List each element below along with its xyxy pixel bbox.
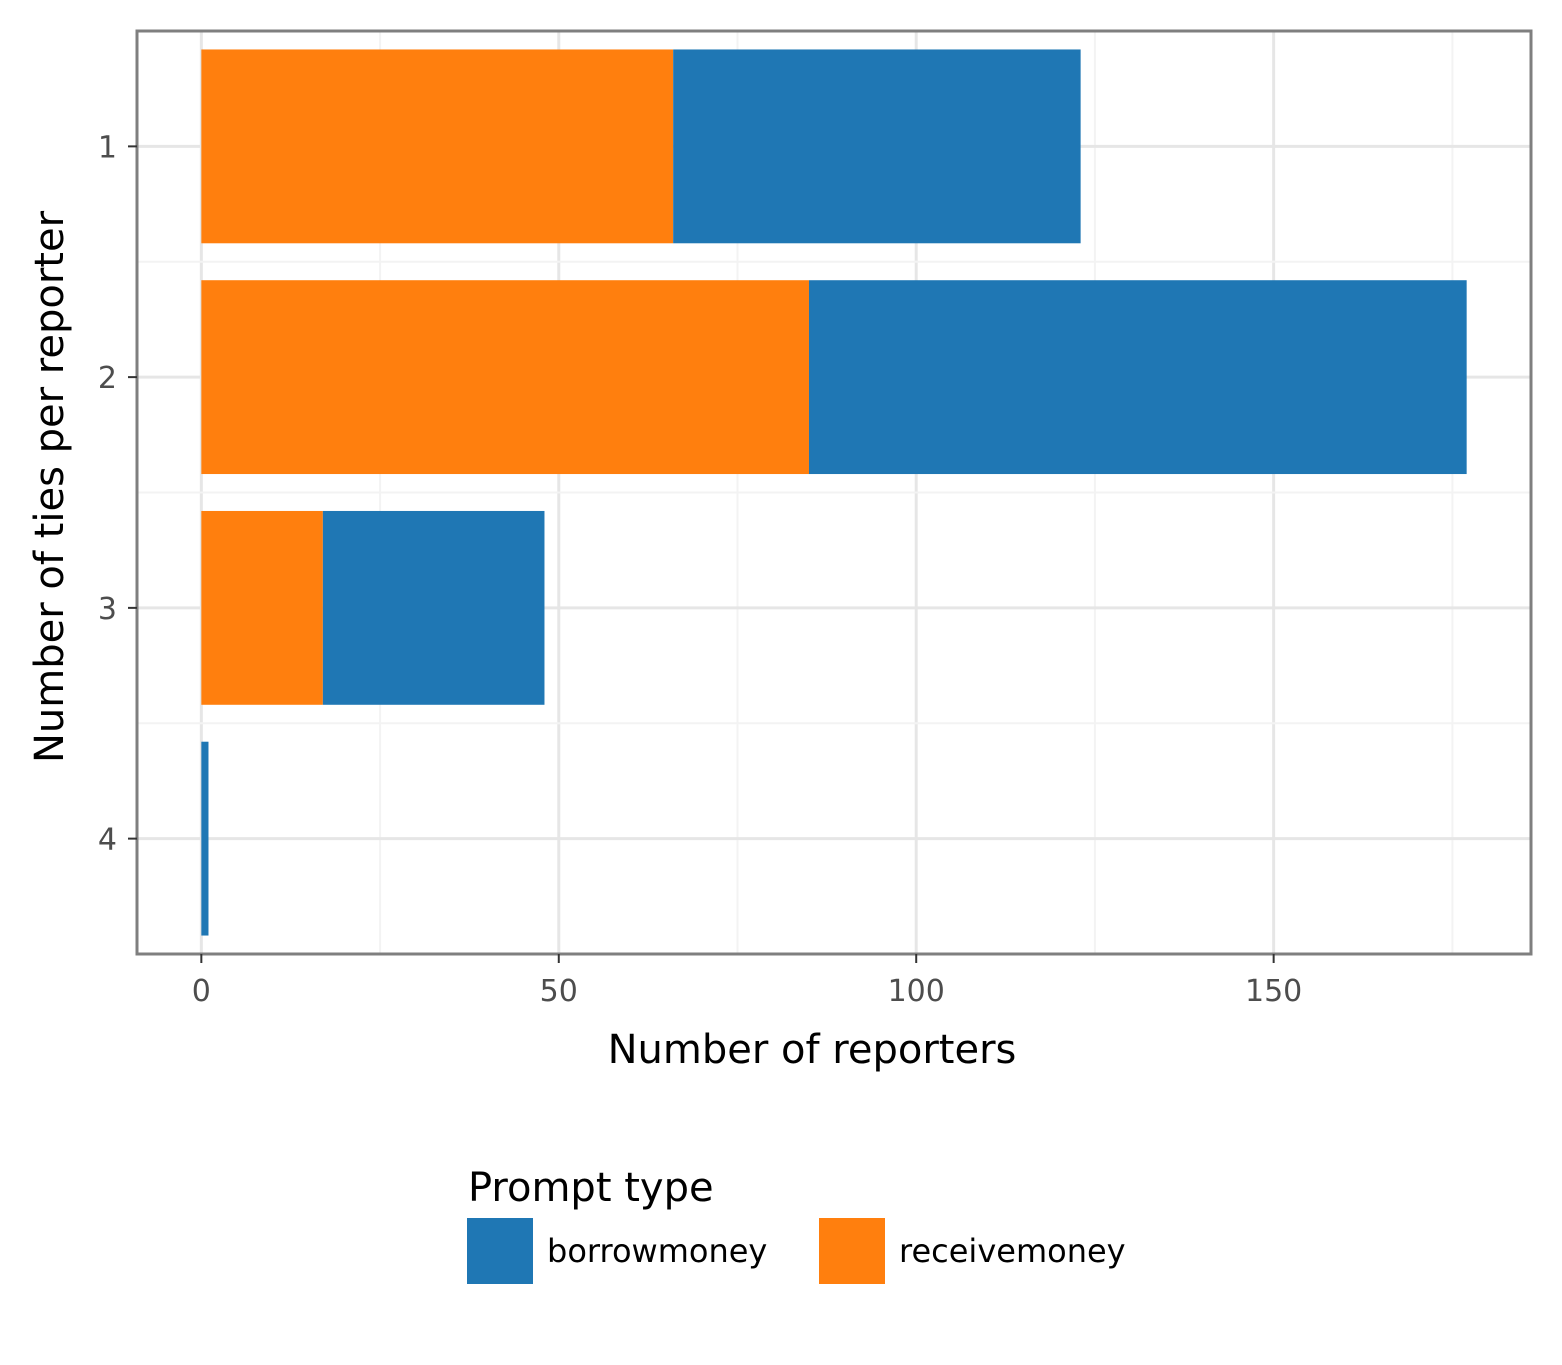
legend-label-borrowmoney: borrowmoney [547,1232,767,1270]
bar-borrowmoney-4 [201,741,209,936]
bar-borrowmoney-1 [673,49,1081,244]
y-tick-label: 4 [98,823,117,858]
x-tick-label: 100 [888,974,945,1009]
bar-borrowmoney-3 [322,510,545,705]
bars [201,49,1467,936]
bar-borrowmoney-2 [808,280,1467,475]
legend-title: Prompt type [468,1165,714,1211]
y-tick-label: 3 [98,592,117,627]
legend-label-receivemoney: receivemoney [899,1232,1126,1270]
y-tick-label: 1 [98,130,117,165]
y-axis-ticks: 1 2 3 4 [98,130,137,858]
x-tick-label: 50 [540,974,578,1009]
legend-swatch-receivemoney [819,1218,885,1284]
bar-receivemoney-1 [201,49,674,244]
x-tick-label: 0 [192,974,211,1009]
x-axis-title: Number of reporters [608,1027,1017,1073]
legend: Prompt type borrowmoney receivemoney [467,1165,1126,1284]
y-tick-label: 2 [98,361,117,396]
x-tick-label: 150 [1245,974,1302,1009]
bar-receivemoney-3 [201,510,323,705]
plot-border [135,29,1533,956]
x-axis-ticks: 0 50 100 150 [192,954,1302,1009]
bar-receivemoney-2 [201,280,809,475]
y-axis-title: Number of ties per reporter [27,210,73,763]
legend-swatch-borrowmoney [467,1218,533,1284]
